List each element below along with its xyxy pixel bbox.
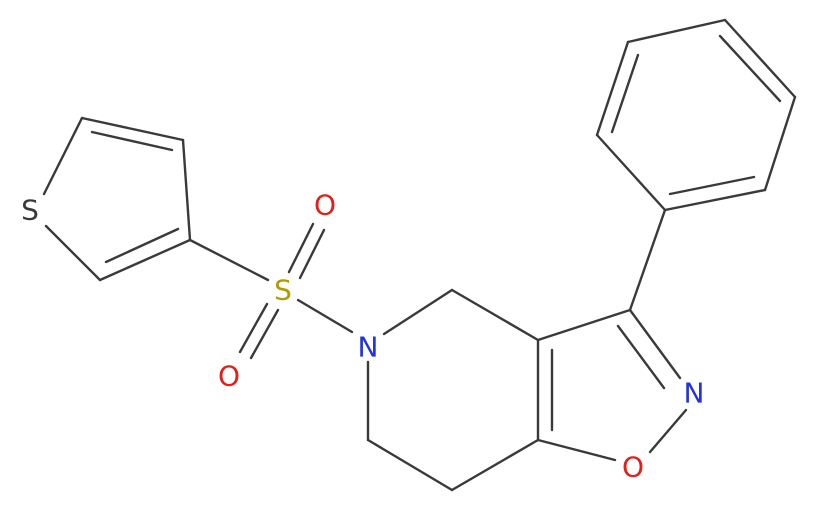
bond-line bbox=[763, 95, 797, 192]
bond-line bbox=[287, 222, 315, 274]
atom-label: S bbox=[274, 274, 292, 307]
bond-line bbox=[450, 288, 540, 342]
bond-line bbox=[80, 116, 185, 142]
bond-line bbox=[450, 438, 540, 492]
bond-line bbox=[628, 208, 667, 312]
bond-line bbox=[663, 188, 767, 212]
bond-line bbox=[595, 40, 630, 137]
atom-label: N bbox=[684, 377, 705, 410]
bond-line bbox=[366, 438, 454, 492]
bond-line bbox=[616, 324, 666, 390]
bond-line bbox=[98, 238, 192, 282]
bond-line bbox=[595, 133, 667, 212]
bond-line bbox=[668, 175, 756, 196]
atom-label: O bbox=[622, 451, 644, 484]
bond-line bbox=[104, 227, 180, 264]
bond-line bbox=[298, 228, 326, 280]
bond-line bbox=[536, 438, 617, 462]
bond-line bbox=[718, 34, 782, 103]
bond-line bbox=[626, 18, 727, 44]
bond-line bbox=[648, 408, 688, 454]
bond-line bbox=[536, 308, 632, 342]
bond-line bbox=[238, 302, 269, 354]
bond-line bbox=[90, 130, 174, 152]
bond-line bbox=[610, 53, 640, 134]
bond-line bbox=[44, 224, 102, 282]
bonds bbox=[42, 18, 797, 492]
bond-line bbox=[628, 308, 682, 380]
bond-line bbox=[382, 288, 454, 336]
atom-label: S bbox=[21, 194, 39, 227]
bond-line bbox=[181, 138, 192, 242]
bond-line bbox=[42, 116, 84, 196]
bond-line bbox=[188, 238, 270, 282]
atom-label: O bbox=[314, 189, 336, 222]
atom-label: O bbox=[218, 360, 240, 393]
bond-line bbox=[723, 18, 797, 99]
bond-line bbox=[296, 298, 354, 334]
atom-label: N bbox=[358, 331, 379, 364]
bond-line bbox=[249, 308, 280, 360]
